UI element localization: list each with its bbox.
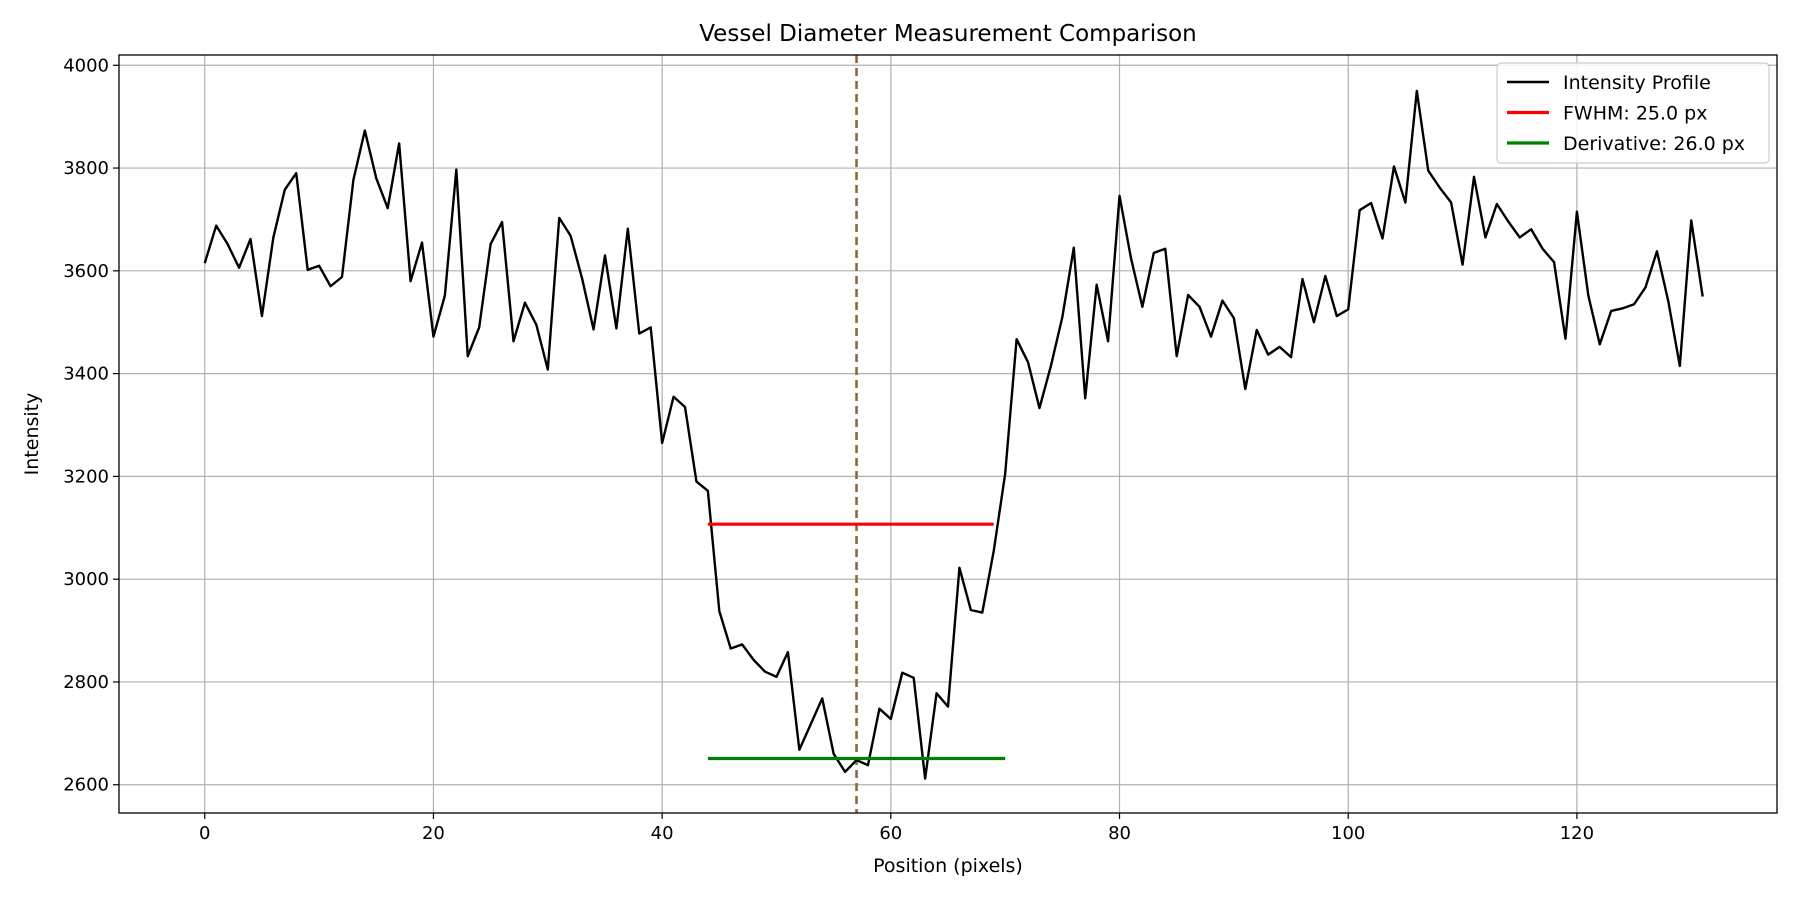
y-tick-label: 4000 [63, 55, 109, 76]
axis-ticks: 0 20 40 60 80 100 120 2600 2800 3000 3200 3400 3600 3… [63, 55, 1594, 844]
plot-frame [118, 54, 1778, 814]
y-tick-label: 3800 [63, 158, 109, 179]
x-tick-label: 100 [1331, 823, 1365, 844]
legend-entry-fwhm: FWHM: 25.0 px [1507, 103, 1708, 125]
x-tick-label: 120 [1560, 823, 1594, 844]
y-tick-label: 3200 [63, 466, 109, 487]
x-tick-label: 0 [199, 823, 210, 844]
x-tick-label: 20 [422, 823, 445, 844]
intensity-profile-line [203, 89, 1704, 780]
x-axis-title: Position (pixels) [873, 855, 1023, 877]
x-tick-label: 40 [651, 823, 674, 844]
legend-box [1496, 62, 1770, 164]
legend-entry-intensity-profile: Intensity Profile [1507, 72, 1711, 94]
y-tick-label: 3600 [63, 261, 109, 282]
legend-entry-derivative: Derivative: 26.0 px [1507, 133, 1745, 155]
y-tick-label: 3000 [63, 569, 109, 590]
x-tick-label: 80 [1108, 823, 1131, 844]
y-axis-title: Intensity [21, 393, 43, 476]
legend-label: Intensity Profile [1563, 72, 1711, 94]
legend-label: Derivative: 26.0 px [1563, 133, 1745, 155]
y-tick-label: 3400 [63, 364, 109, 385]
legend: Intensity Profile FWHM: 25.0 px Derivative… [1496, 62, 1770, 164]
series-group [203, 89, 1704, 780]
y-tick-label: 2600 [63, 775, 109, 796]
legend-label: FWHM: 25.0 px [1563, 103, 1708, 125]
y-tick-label: 2800 [63, 672, 109, 693]
grid [119, 55, 1777, 813]
x-tick-label: 60 [879, 823, 902, 844]
chart-title: Vessel Diameter Measurement Comparison [699, 21, 1197, 47]
